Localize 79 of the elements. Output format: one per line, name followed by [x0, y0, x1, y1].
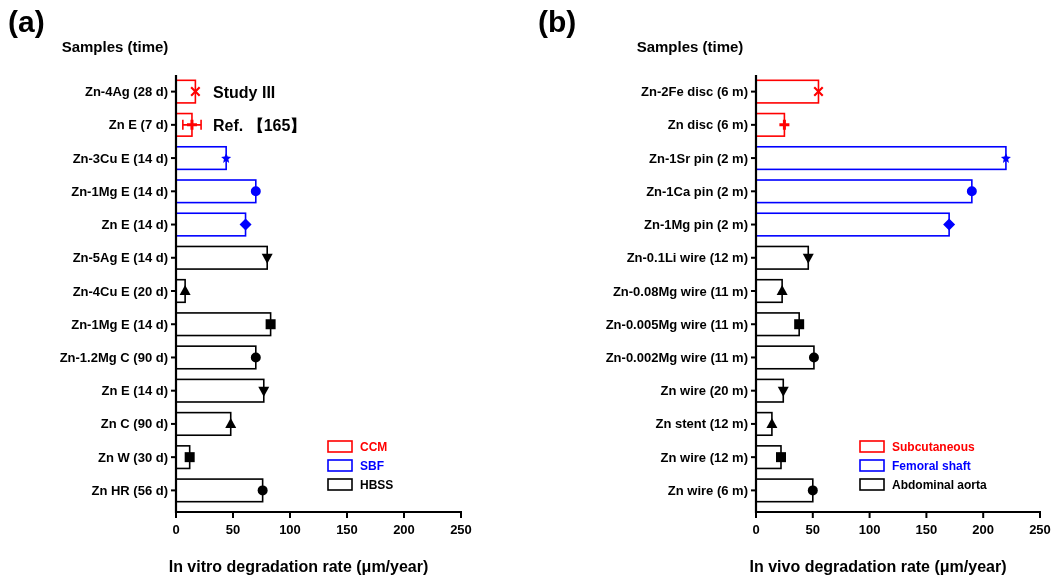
point [257, 485, 268, 496]
point [777, 386, 789, 397]
point [221, 153, 232, 164]
y-tick-label: Zn wire (6 m) [667, 482, 748, 498]
y-tick-label: Zn-5Ag E (14 d) [72, 250, 168, 266]
point [265, 319, 276, 330]
x-tick-label: 100 [858, 522, 881, 537]
y-tick-label: Zn disc (6 m) [667, 117, 748, 133]
y-tick-label: Zn-0.08Mg wire (11 m) [612, 283, 748, 299]
y-tick-label: Zn-0.002Mg wire (11 m) [605, 349, 748, 365]
x-axis-title: In vitro degradation rate (μm/year) [168, 558, 429, 575]
chart-title: (a) [8, 5, 45, 38]
legend-label: CCM [360, 440, 388, 454]
bar [755, 179, 973, 204]
y-tick-label: Zn-4Ag (28 d) [84, 84, 168, 100]
y-tick-label: Zn-1.2Mg C (90 d) [59, 349, 168, 365]
y-tick-label: Zn HR (56 d) [91, 482, 168, 498]
y-tick-label: Zn-2Fe disc (6 m) [641, 84, 748, 100]
point [258, 386, 270, 397]
point [261, 253, 273, 264]
y-tick-label: Zn stent (12 m) [655, 416, 748, 432]
point [190, 86, 201, 97]
legend-label: HBSS [360, 478, 394, 492]
point [808, 352, 819, 363]
point [802, 253, 814, 264]
x-tick-label: 150 [915, 522, 938, 537]
legend-label: SBF [360, 459, 384, 473]
legend-label: Femoral shaft [892, 459, 971, 473]
annotation: Ref. 【165】 [213, 116, 307, 134]
y-tick-label: Zn-3Cu E (14 d) [72, 150, 168, 166]
point [943, 218, 956, 231]
y-tick-label: Zn-1Mg E (14 d) [71, 316, 168, 332]
y-tick-label: Zn C (90 d) [100, 416, 168, 432]
point [775, 452, 786, 463]
y-tick-label: Zn wire (12 m) [660, 449, 748, 465]
legend-label: Subcutaneous [892, 440, 975, 454]
x-axis-title: In vivo degradation rate (μm/year) [749, 558, 1007, 575]
x-tick-label: 50 [225, 522, 241, 537]
bar [175, 179, 257, 204]
y-tick-label: Zn-1Mg E (14 d) [71, 183, 168, 199]
bar [755, 145, 1007, 171]
point [807, 485, 818, 496]
y-tick-label: Zn-0.005Mg wire (11 m) [605, 316, 748, 332]
point [250, 352, 261, 363]
x-tick-label: 100 [279, 522, 301, 537]
x-tick-label: 0 [752, 522, 760, 537]
point [779, 119, 790, 130]
point [776, 285, 788, 295]
point [794, 319, 805, 330]
y-tick-label: Zn wire (20 m) [660, 383, 748, 399]
y-tick-label: Zn-0.1Li wire (12 m) [626, 250, 748, 266]
x-tick-label: 250 [1029, 522, 1051, 537]
y-tick-label: Zn-1Mg pin (2 m) [644, 217, 748, 233]
y-tick-label: Zn E (14 d) [101, 383, 168, 399]
y-tick-label: Zn E (7 d) [108, 117, 168, 133]
x-tick-label: 200 [393, 522, 415, 537]
point [179, 285, 191, 295]
x-tick-label: 200 [972, 522, 995, 537]
y-tick-label: Zn E (14 d) [101, 217, 168, 233]
point [1000, 153, 1011, 164]
bar [755, 79, 820, 104]
x-tick-label: 0 [172, 522, 180, 537]
y-axis-title: Samples (time) [636, 38, 744, 55]
y-tick-label: Zn W (30 d) [97, 449, 168, 465]
y-tick-label: Zn-4Cu E (20 d) [72, 283, 168, 299]
legend-label: Abdominal aorta [892, 478, 987, 492]
y-axis-title: Samples (time) [61, 38, 169, 55]
chart-title: (b) [538, 5, 577, 38]
x-tick-label: 250 [450, 522, 472, 537]
point [225, 417, 237, 428]
point [239, 218, 252, 231]
x-tick-label: 150 [336, 522, 358, 537]
x-tick-label: 50 [805, 522, 821, 537]
annotation: Study III [213, 83, 276, 101]
y-tick-label: Zn-1Ca pin (2 m) [646, 183, 748, 199]
point [766, 417, 778, 428]
y-tick-label: Zn-1Sr pin (2 m) [649, 150, 748, 166]
point [813, 86, 824, 97]
bar [175, 145, 227, 171]
